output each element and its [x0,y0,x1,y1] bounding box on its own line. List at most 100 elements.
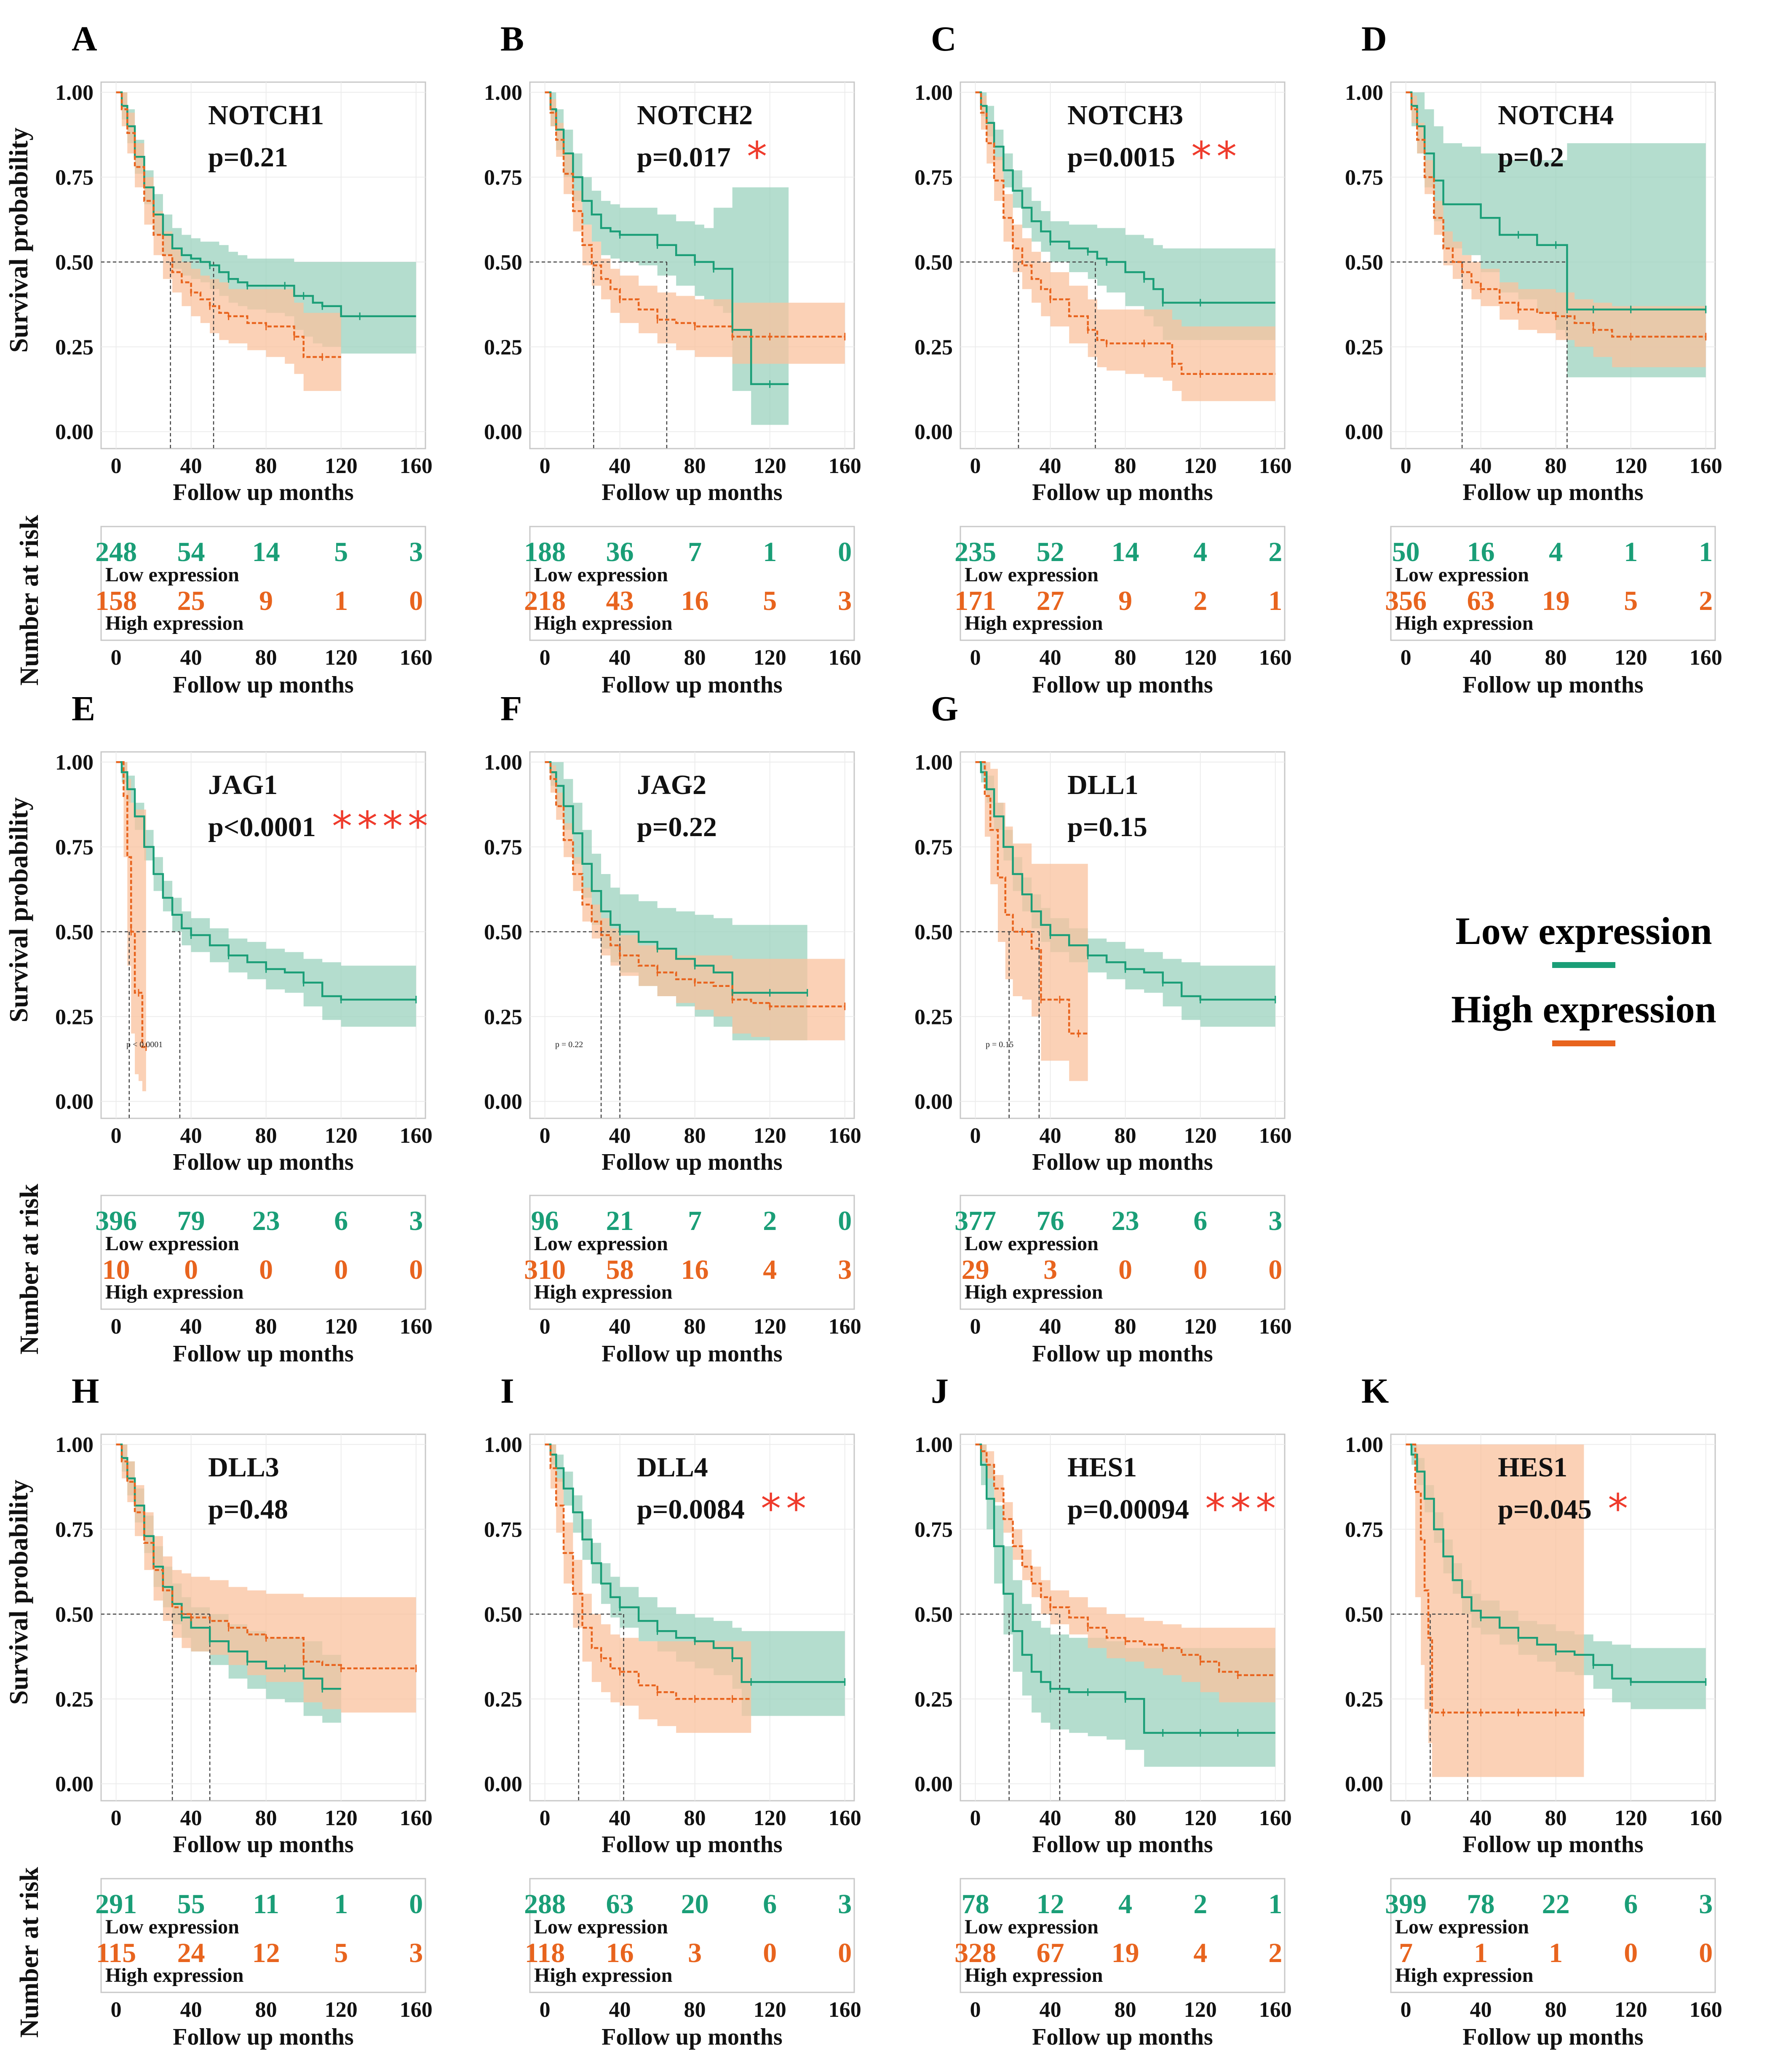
risk-count-low: 2 [1268,537,1282,567]
risk-x-tick-label: 80 [684,646,706,670]
low-ci-band [116,92,416,354]
risk-x-tick-label: 80 [255,1315,277,1339]
x-tick-label: 40 [1470,1806,1492,1830]
p-value: p=0.48 [208,1494,288,1525]
risk-count-low: 396 [95,1206,137,1236]
risk-row-label-high: High expression [965,1281,1103,1303]
high-ci-band [116,1444,416,1713]
panel-letter: C [931,19,957,59]
x-tick-label: 0 [540,1806,551,1830]
x-tick-label: 160 [829,454,861,478]
risk-row-label-high: High expression [534,1281,673,1303]
risk-x-axis-title: Follow up months [173,1341,353,1367]
y-tick-label: 0.75 [55,166,94,190]
low-survival-curve [545,761,807,994]
risk-count-low: 54 [177,537,205,567]
high-survival-curve [975,91,1275,375]
risk-count-low: 235 [954,537,996,567]
y-tick-label: 0.75 [914,836,953,860]
risk-x-tick-label: 40 [180,1998,202,2022]
x-tick-label: 40 [609,1124,631,1148]
risk-table-frame [100,1195,426,1310]
high-ci-band [975,92,1275,401]
gene-title: JAG2 [637,770,706,800]
risk-x-tick-label: 40 [1040,1998,1061,2022]
risk-x-tick-label: 80 [255,1998,277,2022]
risk-row-label-low: Low expression [965,1233,1099,1255]
risk-count-high: 356 [1385,586,1427,616]
x-axis-title: Follow up months [1032,1831,1213,1858]
risk-count-high: 158 [95,586,137,616]
risk-count-high: 5 [334,1938,348,1968]
risk-x-tick-label: 40 [180,1315,202,1339]
y-tick-label: 0.25 [484,335,522,359]
risk-x-axis-title: Follow up months [601,2024,782,2050]
risk-table-frame [960,1878,1286,1993]
risk-count-high: 115 [96,1938,136,1968]
significance-stars: * [1608,1485,1633,1532]
risk-row-label-low: Low expression [534,564,668,586]
risk-count-high: 5 [1624,586,1638,616]
risk-count-high: 0 [763,1938,777,1968]
x-axis-title: Follow up months [1462,1831,1643,1858]
p-value: p=0.21 [208,142,288,173]
risk-row-label-low: Low expression [105,1233,239,1255]
y-tick-label: 0.25 [55,1005,94,1029]
x-tick-label: 160 [1259,454,1292,478]
x-tick-label: 160 [1259,1806,1292,1830]
risk-row-label-low: Low expression [534,1233,668,1255]
panel-letter: G [931,689,958,728]
risk-x-axis-title: Follow up months [173,2024,353,2050]
plot-area [100,751,426,1119]
risk-count-high: 9 [1118,586,1132,616]
risk-count-high: 58 [606,1254,634,1285]
gene-title: NOTCH3 [1067,100,1183,131]
risk-count-high: 7 [1399,1938,1413,1968]
y-tick-label: 1.00 [484,1433,522,1457]
y-tick-label: 0.25 [914,335,953,359]
risk-x-tick-label: 160 [400,1315,433,1339]
y-tick-label: 0.25 [1345,335,1383,359]
panel-G: G 0.00 0.25 0.50 0.75 1.00 0 40 80 120 160 Follow u… [914,689,1292,1367]
risk-table-frame [1390,1878,1716,1993]
risk-count-low: 14 [252,537,280,567]
risk-count-high: 24 [177,1938,205,1968]
risk-count-low: 1 [1624,537,1638,567]
risk-count-low: 20 [681,1889,709,1920]
x-tick-label: 80 [1115,1124,1136,1148]
risk-count-high: 16 [681,586,709,616]
high-survival-curve [975,761,1088,1035]
y-axis-title: Survival probability [5,1480,33,1705]
x-tick-label: 40 [1040,454,1061,478]
y-tick-label: 1.00 [1345,81,1383,105]
risk-count-low: 3 [838,1889,852,1920]
x-tick-label: 80 [255,454,277,478]
y-tick-label: 1.00 [55,751,94,775]
risk-count-low: 96 [531,1206,559,1236]
gene-title: NOTCH1 [208,100,324,131]
risk-x-axis-title: Follow up months [173,672,353,698]
risk-row-label-low: Low expression [105,1916,239,1938]
risk-x-tick-label: 80 [1115,646,1136,670]
risk-count-high: 0 [1268,1254,1282,1285]
risk-count-high: 19 [1112,1938,1139,1968]
y-tick-label: 0.00 [914,1773,953,1797]
risk-count-low: 14 [1112,537,1139,567]
risk-count-high: 2 [1193,586,1207,616]
y-tick-label: 1.00 [55,1433,94,1457]
risk-count-high: 4 [763,1254,777,1285]
risk-y-axis-title: Number at risk [15,515,44,686]
y-tick-label: 1.00 [914,1433,953,1457]
gene-title: JAG1 [208,770,278,800]
risk-x-tick-label: 0 [111,1998,122,2022]
gene-title: NOTCH2 [637,100,753,131]
risk-count-low: 21 [606,1206,634,1236]
risk-count-low: 4 [1549,537,1563,567]
gene-title: HES1 [1498,1452,1567,1483]
y-tick-label: 0.25 [55,1687,94,1711]
risk-x-tick-label: 0 [540,1315,551,1339]
x-tick-label: 40 [180,454,202,478]
